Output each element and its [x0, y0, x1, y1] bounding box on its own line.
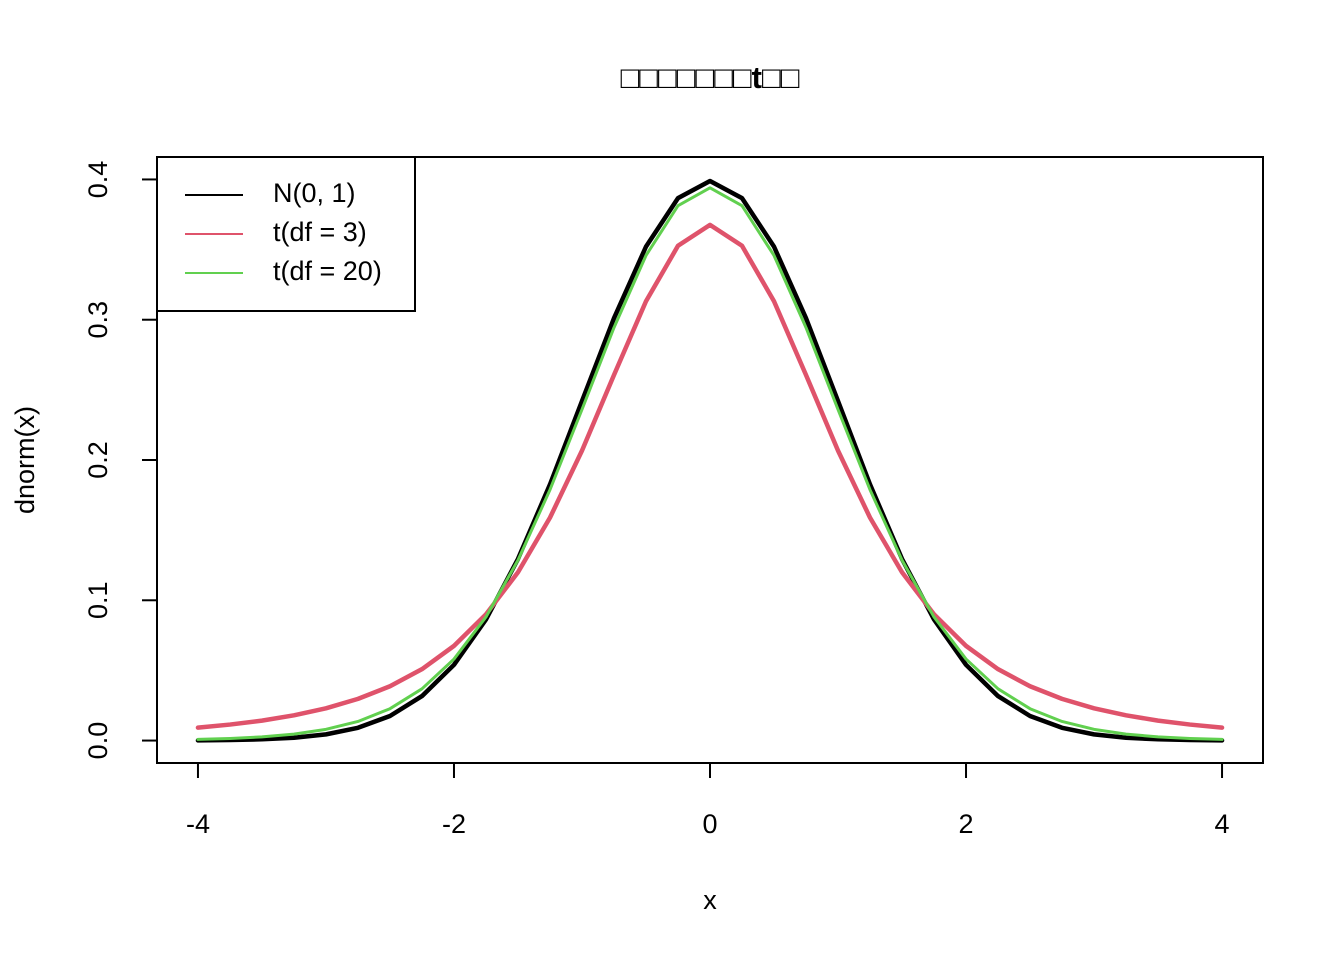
y-tick-label: 0.2: [83, 441, 113, 479]
series-line: [195, 222, 1225, 730]
y-tick-label: 0.1: [83, 582, 113, 620]
x-tick-label: 2: [959, 809, 974, 839]
x-axis-label: x: [703, 885, 717, 915]
x-tick-label: -2: [442, 809, 466, 839]
legend-label: t(df = 3): [273, 217, 367, 247]
y-tick-label: 0.3: [83, 301, 113, 339]
legend-label: N(0, 1): [273, 178, 356, 208]
chart-title: □□□□□□□t□□: [621, 60, 800, 95]
legend: N(0, 1) t(df = 3) t(df = 20): [156, 156, 416, 312]
y-tick-label: 0.4: [83, 161, 113, 199]
y-tick-label: 0.0: [83, 722, 113, 760]
y-axis-label: dnorm(x): [10, 406, 40, 514]
series-line: [196, 186, 1224, 741]
series-line: [195, 178, 1225, 743]
x-tick-label: 4: [1215, 809, 1230, 839]
x-tick-label: -4: [186, 809, 210, 839]
x-tick-label: 0: [702, 809, 717, 839]
legend-label: t(df = 20): [273, 256, 382, 286]
